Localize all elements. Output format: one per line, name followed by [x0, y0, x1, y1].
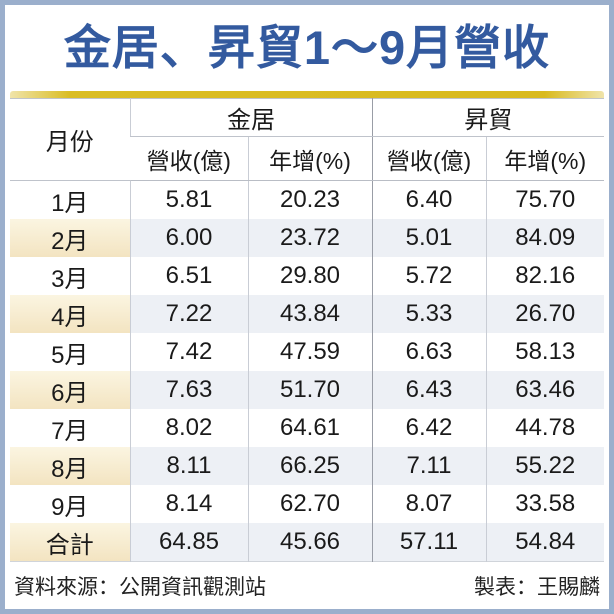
month-cell: 1月: [10, 180, 130, 220]
value-cell: 20.23: [247, 180, 372, 220]
gold-accent-rule: [10, 91, 604, 99]
value-cell: 84.09: [485, 219, 604, 258]
value-cell: 5.72: [371, 257, 486, 296]
value-cell: 6.43: [371, 371, 486, 410]
value-cell: 58.13: [485, 333, 604, 372]
value-cell: 7.11: [371, 447, 486, 486]
value-cell: 5.81: [129, 180, 248, 220]
value-cell: 45.66: [247, 523, 372, 562]
data-row: 1月 5.81 20.23 6.40 75.70: [10, 180, 604, 220]
value-cell: 47.59: [247, 333, 372, 372]
col-header-jinju-yoy: 年增(%): [247, 136, 372, 182]
total-row: 合計 64.85 45.66 57.11 54.84: [10, 523, 604, 562]
footer: 資料來源：公開資訊觀測站 製表：王賜麟: [14, 571, 600, 601]
value-cell: 7.42: [129, 333, 248, 372]
value-cell: 29.80: [247, 257, 372, 296]
data-row: 7月 8.02 64.61 6.42 44.78: [10, 409, 604, 448]
month-cell: 3月: [10, 257, 130, 296]
value-cell: 64.61: [247, 409, 372, 448]
value-cell: 8.07: [371, 485, 486, 524]
value-cell: 6.00: [129, 219, 248, 258]
value-cell: 66.25: [247, 447, 372, 486]
month-cell: 8月: [10, 447, 130, 486]
value-cell: 7.22: [129, 295, 248, 334]
group-header-row: 月份 金居 昇貿: [10, 98, 604, 182]
value-cell: 44.78: [485, 409, 604, 448]
month-cell: 7月: [10, 409, 130, 448]
data-row: 9月 8.14 62.70 8.07 33.58: [10, 485, 604, 524]
value-cell: 57.11: [371, 523, 486, 562]
revenue-table: 月份 金居 昇貿 營收(億) 年增(%) 營收(億) 年增(%) 1月 5.81 2…: [10, 98, 604, 563]
value-cell: 23.72: [247, 219, 372, 258]
value-cell: 5.01: [371, 219, 486, 258]
data-row: 6月 7.63 51.70 6.43 63.46: [10, 371, 604, 410]
col-header-jinju-revenue: 營收(億): [130, 136, 248, 182]
table-body: 1月 5.81 20.23 6.40 75.70 2月 6.00 23.72 5.01 84.09…: [10, 180, 604, 562]
data-row: 5月 7.42 47.59 6.63 58.13: [10, 333, 604, 372]
sub-header-row: 營收(億) 年增(%) 營收(億) 年增(%): [10, 136, 604, 182]
month-cell: 2月: [10, 219, 130, 258]
value-cell: 26.70: [485, 295, 604, 334]
month-cell: 4月: [10, 295, 130, 334]
group-header-jinju: 金居: [129, 98, 372, 138]
data-row: 8月 8.11 66.25 7.11 55.22: [10, 447, 604, 486]
month-cell: 9月: [10, 485, 130, 524]
author-credit: 製表：王賜麟: [474, 576, 600, 600]
value-cell: 55.22: [485, 447, 604, 486]
value-cell: 43.84: [247, 295, 372, 334]
month-cell: 6月: [10, 371, 130, 410]
value-cell: 33.58: [485, 485, 604, 524]
source-credit: 資料來源：公開資訊觀測站: [14, 576, 266, 600]
data-row: 3月 6.51 29.80 5.72 82.16: [10, 257, 604, 296]
data-row: 4月 7.22 43.84 5.33 26.70: [10, 295, 604, 334]
value-cell: 54.84: [485, 523, 604, 562]
month-cell: 5月: [10, 333, 130, 372]
page-title: 金居、昇貿1～9月營收: [63, 21, 551, 74]
value-cell: 64.85: [129, 523, 248, 562]
value-cell: 75.70: [485, 180, 604, 220]
value-cell: 8.14: [129, 485, 248, 524]
value-cell: 63.46: [485, 371, 604, 410]
value-cell: 6.63: [371, 333, 486, 372]
value-cell: 7.63: [129, 371, 248, 410]
col-header-shengmao-yoy: 年增(%): [485, 136, 604, 182]
month-column-header: 月份: [10, 98, 130, 182]
group-header-shengmao: 昇貿: [371, 98, 604, 138]
value-cell: 51.70: [247, 371, 372, 410]
value-cell: 5.33: [371, 295, 486, 334]
value-cell: 8.02: [129, 409, 248, 448]
col-header-shengmao-revenue: 營收(億): [371, 136, 486, 182]
month-cell: 合計: [10, 523, 130, 562]
value-cell: 6.51: [129, 257, 248, 296]
value-cell: 8.11: [129, 447, 248, 486]
data-row: 2月 6.00 23.72 5.01 84.09: [10, 219, 604, 258]
table-header: 月份 金居 昇貿 營收(億) 年增(%) 營收(億) 年增(%): [10, 98, 604, 182]
value-cell: 6.42: [371, 409, 486, 448]
value-cell: 6.40: [371, 180, 486, 220]
value-cell: 82.16: [485, 257, 604, 296]
value-cell: 62.70: [247, 485, 372, 524]
